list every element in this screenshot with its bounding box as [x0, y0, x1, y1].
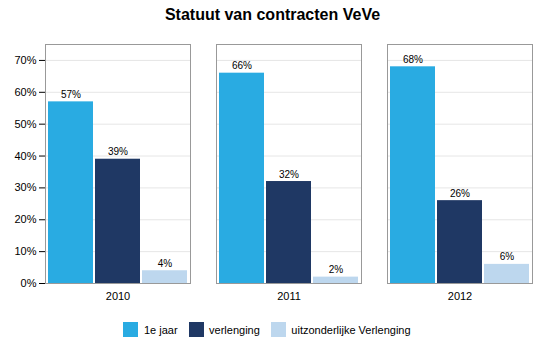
- svg-text:2%: 2%: [329, 264, 344, 275]
- svg-text:2011: 2011: [277, 290, 301, 302]
- svg-text:0%: 0%: [21, 277, 37, 289]
- svg-text:20%: 20%: [14, 213, 36, 225]
- svg-text:50%: 50%: [14, 118, 36, 130]
- html-text:uitzonderlijke Verlenging: uitzonderlijke Verlenging: [291, 323, 411, 336]
- html-text:1e jaar: 1e jaar: [143, 323, 178, 336]
- html-text:Statuut van contracten VeVe: Statuut van contracten VeVe: [164, 6, 381, 23]
- svg-text:32%: 32%: [279, 169, 299, 180]
- svg-text:39%: 39%: [108, 146, 128, 157]
- svg-text:30%: 30%: [14, 181, 36, 193]
- svg-text:40%: 40%: [14, 150, 36, 162]
- svg-text:66%: 66%: [232, 60, 252, 71]
- svg-text:4%: 4%: [158, 258, 173, 269]
- svg-text:10%: 10%: [14, 245, 36, 257]
- svg-text:2010: 2010: [106, 290, 130, 302]
- svg-text:26%: 26%: [450, 188, 470, 199]
- html-text:verlenging: verlenging: [209, 323, 260, 336]
- svg-text:57%: 57%: [61, 89, 81, 100]
- svg-text:68%: 68%: [403, 54, 423, 65]
- svg-text:60%: 60%: [14, 86, 36, 98]
- svg-text:70%: 70%: [14, 54, 36, 66]
- svg-text:2012: 2012: [448, 290, 472, 302]
- svg-text:6%: 6%: [500, 251, 515, 262]
